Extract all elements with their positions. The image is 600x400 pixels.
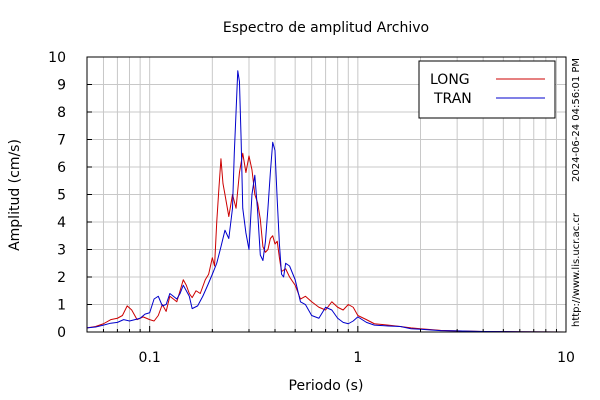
y-tick-label: 3 [57, 243, 66, 259]
x-tick-label: 1 [353, 350, 362, 366]
series-line-long [86, 152, 567, 333]
legend-box [418, 60, 556, 119]
x-tick-label: 10 [557, 350, 575, 366]
y-tick-label: 10 [48, 50, 66, 66]
y-tick-label: 7 [57, 133, 66, 149]
legend-label-long: LONG [430, 72, 470, 88]
timestamp-text: 2024-06-24 04:56:01 PM [571, 58, 582, 182]
legend: LONG TRAN [418, 60, 556, 119]
x-tick-label: 0.1 [139, 350, 161, 366]
source-url-text: http://www.lis.ucr.ac.cr [571, 212, 582, 327]
legend-label-tran: TRAN [433, 91, 472, 107]
y-tick-label: 4 [57, 215, 66, 231]
grid-layer [87, 57, 566, 332]
series-line-tran [86, 70, 567, 333]
y-tick-label: 2 [57, 270, 66, 286]
y-tick-label: 8 [57, 105, 66, 121]
tick-layer: 0 1 2 3 4 5 6 7 8 9 10 0.1 1 10 [48, 50, 575, 366]
y-tick-label: 0 [57, 325, 66, 341]
y-tick-label: 6 [57, 160, 66, 176]
series-layer [86, 70, 567, 333]
y-axis-label: Amplitud (cm/s) [7, 139, 23, 251]
x-axis-label: Periodo (s) [289, 378, 364, 394]
y-tick-label: 1 [57, 298, 66, 314]
y-tick-label: 9 [57, 78, 66, 94]
chart-title: Espectro de amplitud Archivo [223, 20, 429, 36]
y-tick-label: 5 [57, 188, 66, 204]
